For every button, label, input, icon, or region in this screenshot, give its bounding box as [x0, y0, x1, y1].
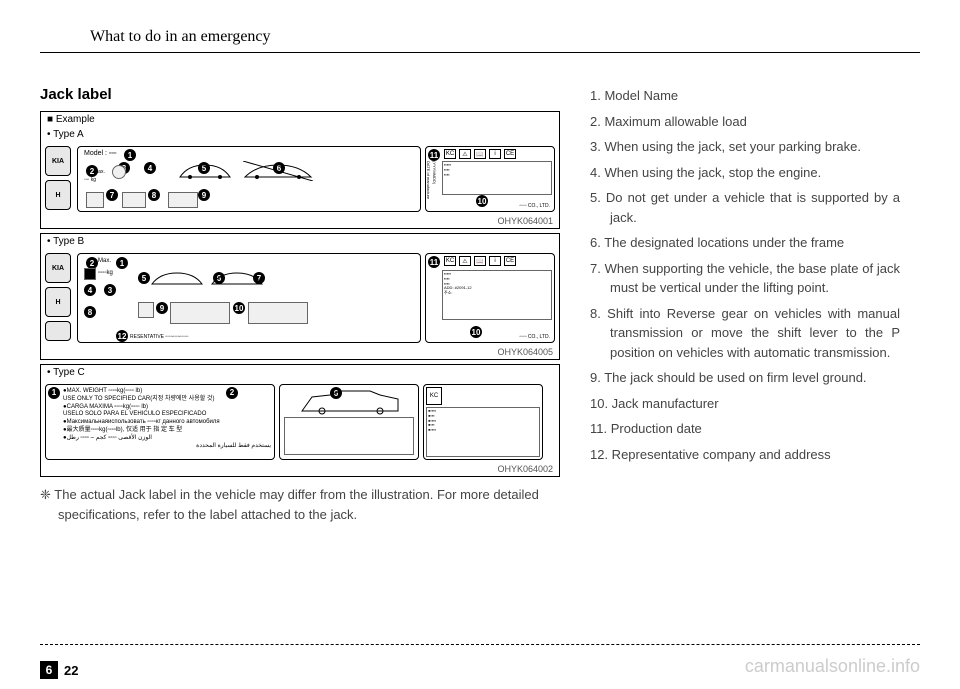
footnote: ❈ The actual Jack label in the vehicle m…	[40, 485, 560, 524]
instruction-item: 1. Model Name	[590, 86, 900, 106]
left-column: Jack label ■ Example • Type A KIA H Mode…	[40, 86, 560, 524]
type-b-label: • Type B	[41, 234, 559, 249]
diagram-a-main: Model : ▫▫▫ 1 2 3 4 5 6 7 8 9 max. ▫▫▫ k…	[77, 146, 421, 212]
example-label: ■ Example	[41, 112, 559, 127]
diagram-b-main: 2 1 Max. ▫▫▫▫kg 4 3 5 6 7 8 9 10 12	[77, 253, 421, 343]
instruction-item: 6. The designated locations under the fr…	[590, 233, 900, 253]
instruction-item: 10. Jack manufacturer	[590, 394, 900, 414]
code-a: OHYK064001	[41, 216, 559, 228]
instruction-item: 2. Maximum allowable load	[590, 112, 900, 132]
content-area: Jack label ■ Example • Type A KIA H Mode…	[40, 86, 920, 524]
section-number: 6	[40, 661, 58, 679]
hyundai-logo: H	[45, 180, 71, 210]
section-title: Jack label	[40, 86, 560, 103]
hyundai-logo: H	[45, 287, 71, 317]
instruction-item: 7. When supporting the vehicle, the base…	[590, 259, 900, 298]
kia-logo: KIA	[45, 146, 71, 176]
label-box-b: • Type B KIA H 2 1 Max. ▫▫▫▫kg 4 3 5 6	[40, 233, 560, 360]
instruction-item: 8. Shift into Reverse gear on vehicles w…	[590, 304, 900, 363]
instruction-item: 4. When using the jack, stop the engine.	[590, 163, 900, 183]
type-c-label: • Type C	[41, 365, 559, 380]
instruction-item: 12. Representative company and address	[590, 445, 900, 465]
label-box-a: ■ Example • Type A KIA H Model : ▫▫▫ 1 2…	[40, 111, 560, 229]
code-c: OHYK064002	[41, 464, 559, 476]
right-column: 1. Model Name 2. Maximum allowable load …	[590, 86, 900, 524]
instruction-item: 11. Production date	[590, 419, 900, 439]
diagram-c: 1 2 ●MAX. WEIGHT ▫▫▫▫kg(▫▫▫▫ lb) USE ONL…	[41, 380, 559, 464]
instruction-item: 3. When using the jack, set your parking…	[590, 137, 900, 157]
instruction-item: 9. The jack should be used on firm level…	[590, 368, 900, 388]
label-box-c: • Type C 1 2 ●MAX. WEIGHT ▫▫▫▫kg(▫▫▫▫ lb…	[40, 364, 560, 477]
type-a-label: • Type A	[41, 127, 559, 142]
diagram-b-right: 11 KC ⚠ 📖 i CE ▪▪▪▪▪▪▪▪▪▪▪▪▪ADD: #2091-1…	[425, 253, 555, 343]
watermark: carmanualsonline.info	[745, 656, 920, 677]
code-b: OHYK064005	[41, 347, 559, 359]
diagram-b: KIA H 2 1 Max. ▫▫▫▫kg 4 3 5 6 7 8 9	[41, 249, 559, 347]
page-footer: 6 22	[40, 661, 78, 679]
footer-dashed-line	[40, 644, 920, 645]
page-number: 22	[64, 663, 78, 678]
diagram-a: KIA H Model : ▫▫▫ 1 2 3 4 5 6 7 8 9 max.…	[41, 142, 559, 216]
header-title: What to do in an emergency	[90, 28, 920, 46]
header-rule	[40, 52, 920, 53]
instruction-list: 1. Model Name 2. Maximum allowable load …	[590, 86, 900, 464]
extra-logo	[45, 321, 71, 341]
instruction-item: 5. Do not get under a vehicle that is su…	[590, 188, 900, 227]
page-header: What to do in an emergency	[40, 28, 920, 46]
diagram-a-right: 11 KC ⚠ 📖 i CE DATE of manufacture (YYYM…	[425, 146, 555, 212]
kia-logo: KIA	[45, 253, 71, 283]
